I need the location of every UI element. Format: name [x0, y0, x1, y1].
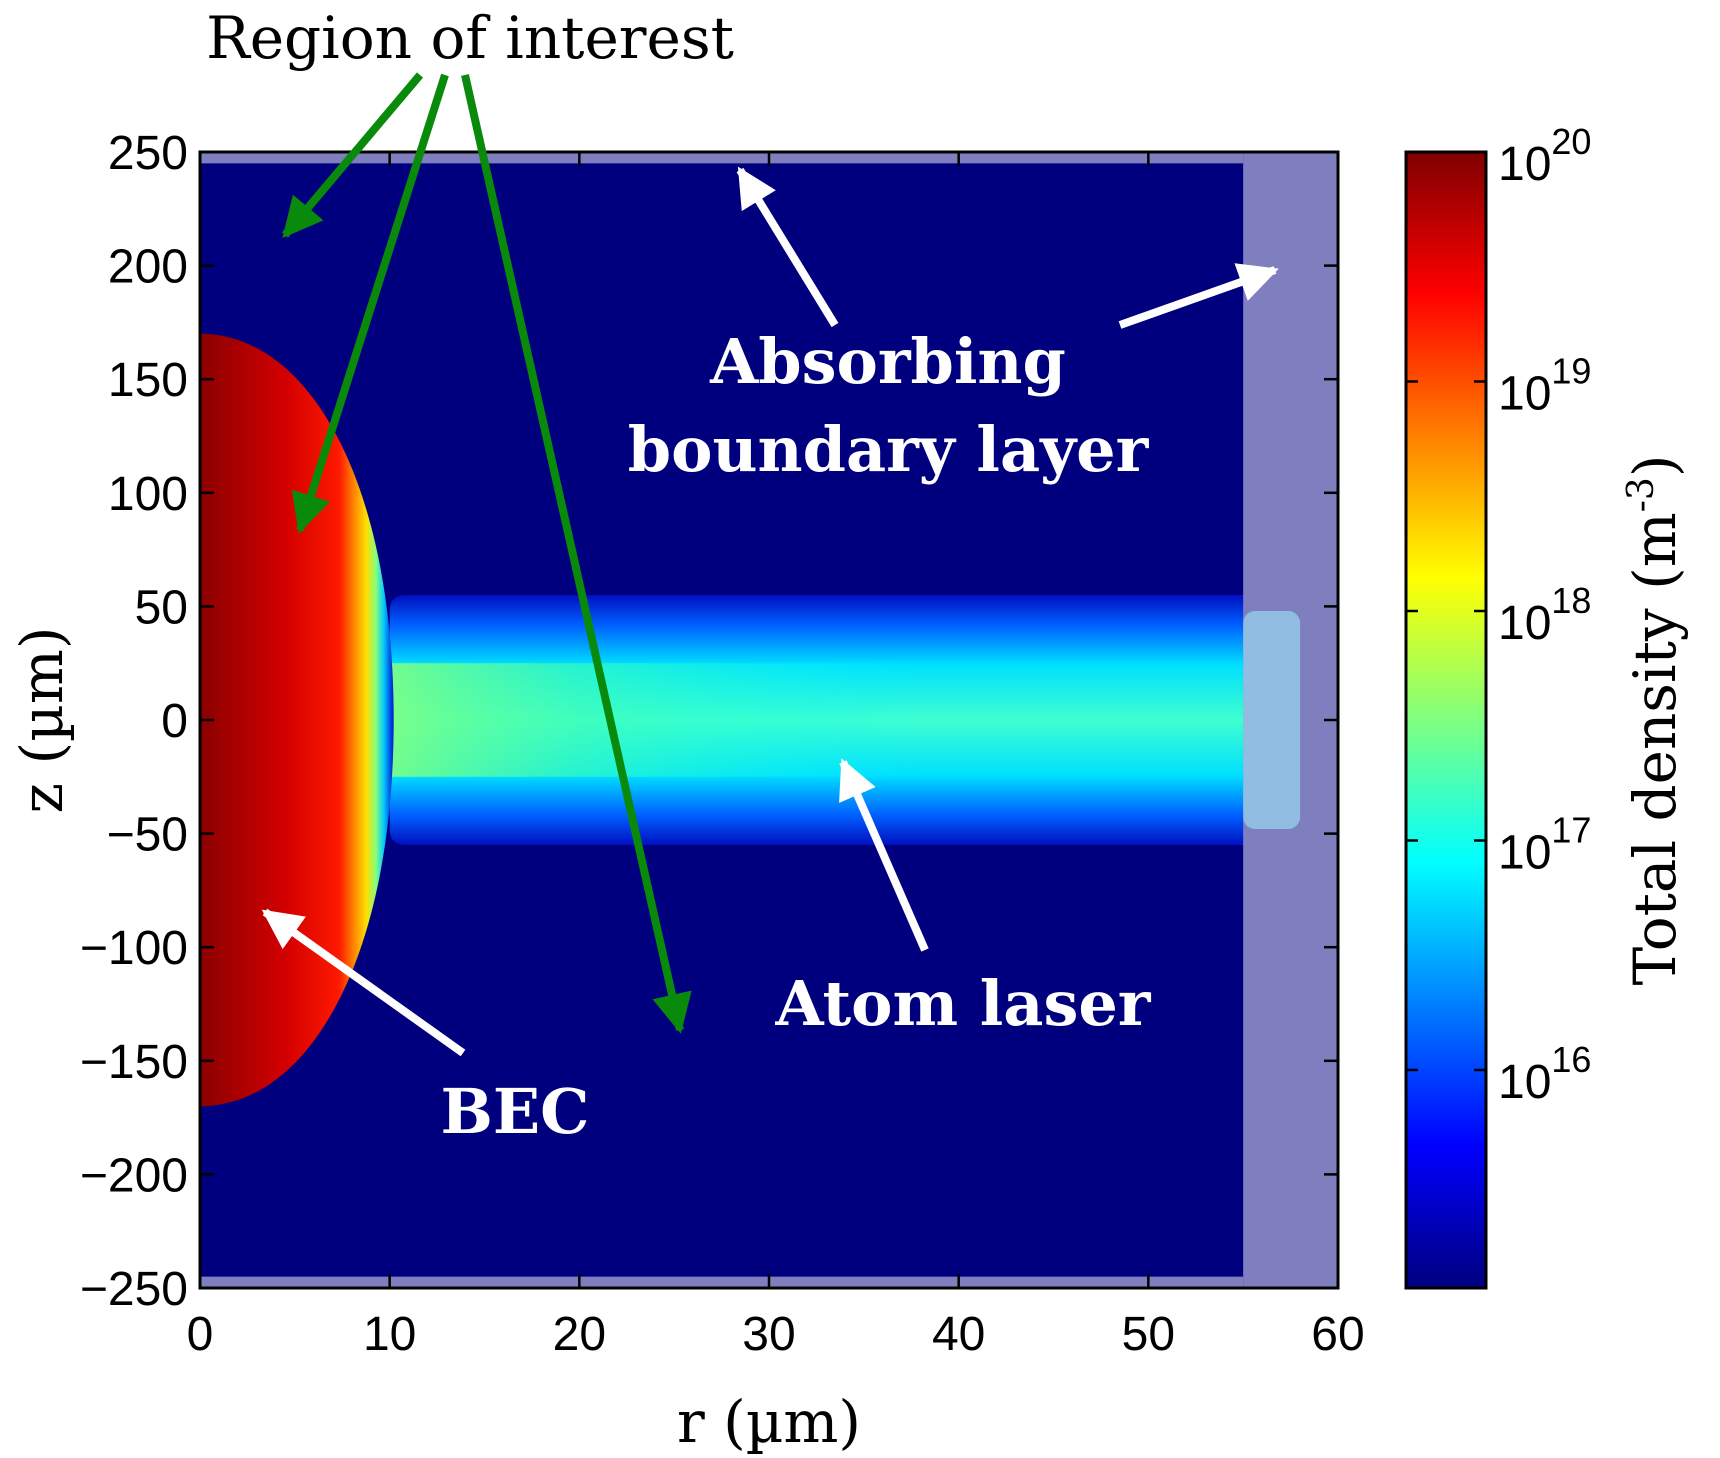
x-tick-label: 0: [187, 1308, 214, 1361]
atom-laser-label: Atom laser: [775, 967, 1152, 1040]
absorbed-beam-tail: [1243, 610, 1301, 830]
colorbar-gradient: [1404, 150, 1488, 1290]
colorbar: 1020 1019 1018 1017 1016 Total density (m-3): [1404, 121, 1689, 1290]
y-axis-label: z (µm): [8, 627, 76, 814]
y-tick-label: 100: [108, 468, 188, 521]
bec-region: [200, 333, 394, 1107]
x-tick-label: 50: [1122, 1308, 1175, 1361]
x-tick-label: 10: [363, 1308, 416, 1361]
absorbing-bottom-band: [200, 1276, 1244, 1288]
white-arrow: [261, 908, 466, 1057]
colorbar-tick-label: 1020: [1498, 121, 1591, 191]
colorbar-tick-label: 1017: [1498, 809, 1591, 879]
absorbing-label-line1: Absorbing: [709, 325, 1066, 398]
absorbing-boundary-layer: [200, 152, 1338, 1288]
white-arrow: [1118, 263, 1279, 329]
colorbar-tick-labels: 1020 1019 1018 1017 1016: [1498, 121, 1591, 1109]
y-tick-labels: 250 200 150 100 50 0 −50 −100 −150 −200 −250: [80, 127, 188, 1316]
y-tick-label: 250: [108, 127, 188, 180]
y-tick-label: 150: [108, 354, 188, 407]
absorbing-label-line2: boundary layer: [628, 413, 1150, 486]
colorbar-label-close: ): [1621, 455, 1689, 478]
x-tick-label: 60: [1311, 1308, 1364, 1361]
x-axis-label: r (µm): [677, 1388, 861, 1456]
colorbar-label-exp: -3: [1621, 477, 1662, 512]
green-arrow: [461, 74, 692, 1034]
y-tick-label: 200: [108, 241, 188, 294]
y-tick-label: −200: [80, 1149, 188, 1202]
colorbar-tick-label: 1016: [1498, 1039, 1591, 1109]
colorbar-label-text: Total density (m: [1621, 512, 1689, 985]
green-arrow: [281, 72, 424, 239]
colorbar-tick-label: 1018: [1498, 580, 1591, 650]
y-tick-label: −150: [80, 1036, 188, 1089]
annotation-arrows: [261, 72, 1279, 1057]
axis-ticks: [198, 150, 1340, 1290]
colorbar-tick-label: 1019: [1498, 350, 1591, 420]
colorbar-label: Total density (m-3): [1621, 455, 1689, 986]
y-tick-label: 0: [161, 695, 188, 748]
atom-laser-core: [389, 663, 925, 777]
green-arrow: [291, 73, 449, 534]
plot-area: [198, 150, 1340, 1290]
x-tick-label: 20: [553, 1308, 606, 1361]
region-of-interest-label: Region of interest: [206, 4, 734, 72]
absorbing-top-band: [200, 152, 1244, 164]
bec-label: BEC: [440, 1075, 589, 1148]
y-tick-label: −250: [80, 1263, 188, 1316]
y-tick-label: 50: [135, 581, 188, 634]
white-arrow: [839, 758, 929, 952]
annotations: Region of interest Absorbing boundary la…: [206, 4, 1279, 1148]
colorbar-ticks: [1406, 150, 1486, 1072]
x-tick-labels: 0 10 20 30 40 50 60: [187, 1308, 1365, 1361]
x-tick-label: 40: [932, 1308, 985, 1361]
y-tick-label: −100: [80, 922, 188, 975]
white-arrow: [736, 166, 839, 328]
y-tick-label: −50: [107, 809, 188, 862]
x-tick-label: 30: [742, 1308, 795, 1361]
